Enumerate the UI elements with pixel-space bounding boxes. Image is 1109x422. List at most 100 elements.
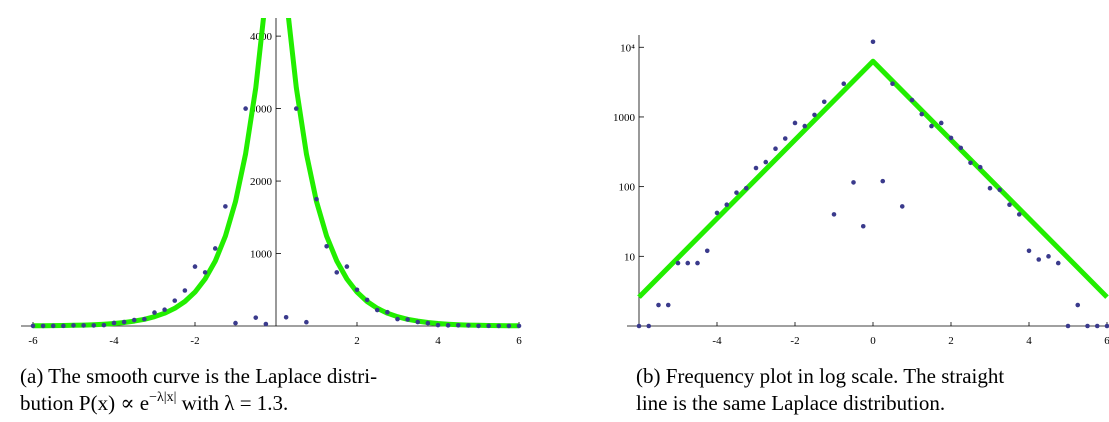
point	[704, 248, 710, 254]
point	[656, 302, 661, 308]
point	[948, 135, 954, 141]
x-tick-label: 2	[948, 335, 954, 347]
x-tick-label: -6	[28, 335, 38, 347]
y-tick-label: 3000	[250, 104, 273, 116]
plot: -4 -2 0 2 4 6 10 100 1000 10⁴ (b) Frequency plot i…	[613, 35, 1109, 415]
point	[890, 81, 895, 87]
point	[91, 323, 97, 328]
point	[1065, 323, 1071, 329]
x-tick-label: 4	[435, 335, 441, 347]
point	[987, 185, 993, 191]
y-tick-label: 1000	[250, 249, 273, 261]
point	[1094, 323, 1100, 329]
point	[860, 223, 866, 229]
caption-superscript: −λ|x|	[149, 390, 176, 405]
point	[61, 323, 66, 329]
point	[152, 310, 157, 315]
point	[142, 316, 147, 322]
point	[405, 317, 410, 322]
point	[695, 260, 700, 266]
point	[131, 317, 137, 323]
point	[30, 323, 36, 329]
point	[1007, 202, 1012, 208]
point	[496, 323, 502, 329]
x-tick-label: -4	[712, 335, 722, 347]
point	[1055, 260, 1061, 266]
point	[121, 319, 127, 325]
point	[243, 106, 248, 111]
point	[821, 99, 827, 105]
point	[1036, 257, 1042, 262]
point	[192, 264, 198, 269]
point	[466, 323, 471, 328]
x-tick-label: 4	[1026, 335, 1032, 347]
caption-line: (b) Frequency plot in log scale. The str…	[636, 364, 1004, 388]
plot-area	[30, 18, 522, 329]
caption-part: bution P(x) ∝ e	[20, 391, 149, 415]
point	[385, 309, 390, 315]
point	[802, 123, 808, 129]
point	[455, 322, 461, 328]
y-tick-label: 2000	[250, 176, 273, 188]
point	[212, 246, 218, 251]
point	[253, 315, 259, 320]
point	[665, 302, 671, 308]
caption-line: bution P(x) ∝ e−λ|x| with λ = 1.3.	[20, 390, 288, 415]
point	[880, 178, 886, 184]
point	[997, 187, 1003, 193]
x-tick-label: 2	[354, 335, 360, 347]
point	[958, 145, 964, 151]
point	[40, 323, 46, 329]
point	[344, 264, 350, 269]
caption-part: with λ = 1.3.	[176, 391, 288, 415]
x-tick-label: -2	[790, 335, 799, 347]
point	[50, 323, 56, 329]
point	[909, 97, 915, 103]
point	[334, 270, 340, 275]
point	[354, 287, 360, 293]
point	[929, 123, 934, 129]
point	[223, 204, 228, 209]
x-tick-label: -4	[109, 335, 119, 347]
point	[263, 321, 269, 327]
point	[1026, 248, 1032, 254]
point	[724, 202, 730, 208]
point	[812, 112, 817, 118]
x-tick-label: 6	[1104, 335, 1109, 347]
point	[233, 320, 238, 326]
y-tick-label: 100	[619, 182, 636, 194]
point	[919, 111, 925, 117]
point	[415, 319, 421, 325]
point	[435, 322, 441, 328]
point	[324, 243, 329, 249]
point	[1046, 254, 1051, 259]
curve	[637, 58, 1109, 299]
point	[395, 316, 400, 322]
point	[1085, 323, 1090, 329]
point	[486, 323, 491, 329]
point	[831, 212, 837, 217]
point	[968, 160, 973, 166]
point	[304, 319, 309, 325]
x-tick-label: 6	[516, 335, 522, 347]
point	[71, 323, 76, 328]
point	[977, 164, 983, 170]
point	[675, 260, 681, 266]
point	[851, 180, 856, 185]
point	[792, 120, 798, 126]
point	[734, 190, 739, 195]
point	[1016, 212, 1022, 217]
point	[714, 210, 720, 216]
point	[202, 270, 208, 275]
caption-line: (a) The smooth curve is the Laplace dist…	[20, 364, 377, 388]
point	[841, 81, 847, 87]
point	[636, 323, 642, 329]
point	[646, 323, 652, 329]
point	[763, 159, 769, 165]
point	[81, 323, 86, 328]
point	[938, 120, 944, 126]
point	[283, 315, 289, 320]
point	[1075, 302, 1081, 308]
